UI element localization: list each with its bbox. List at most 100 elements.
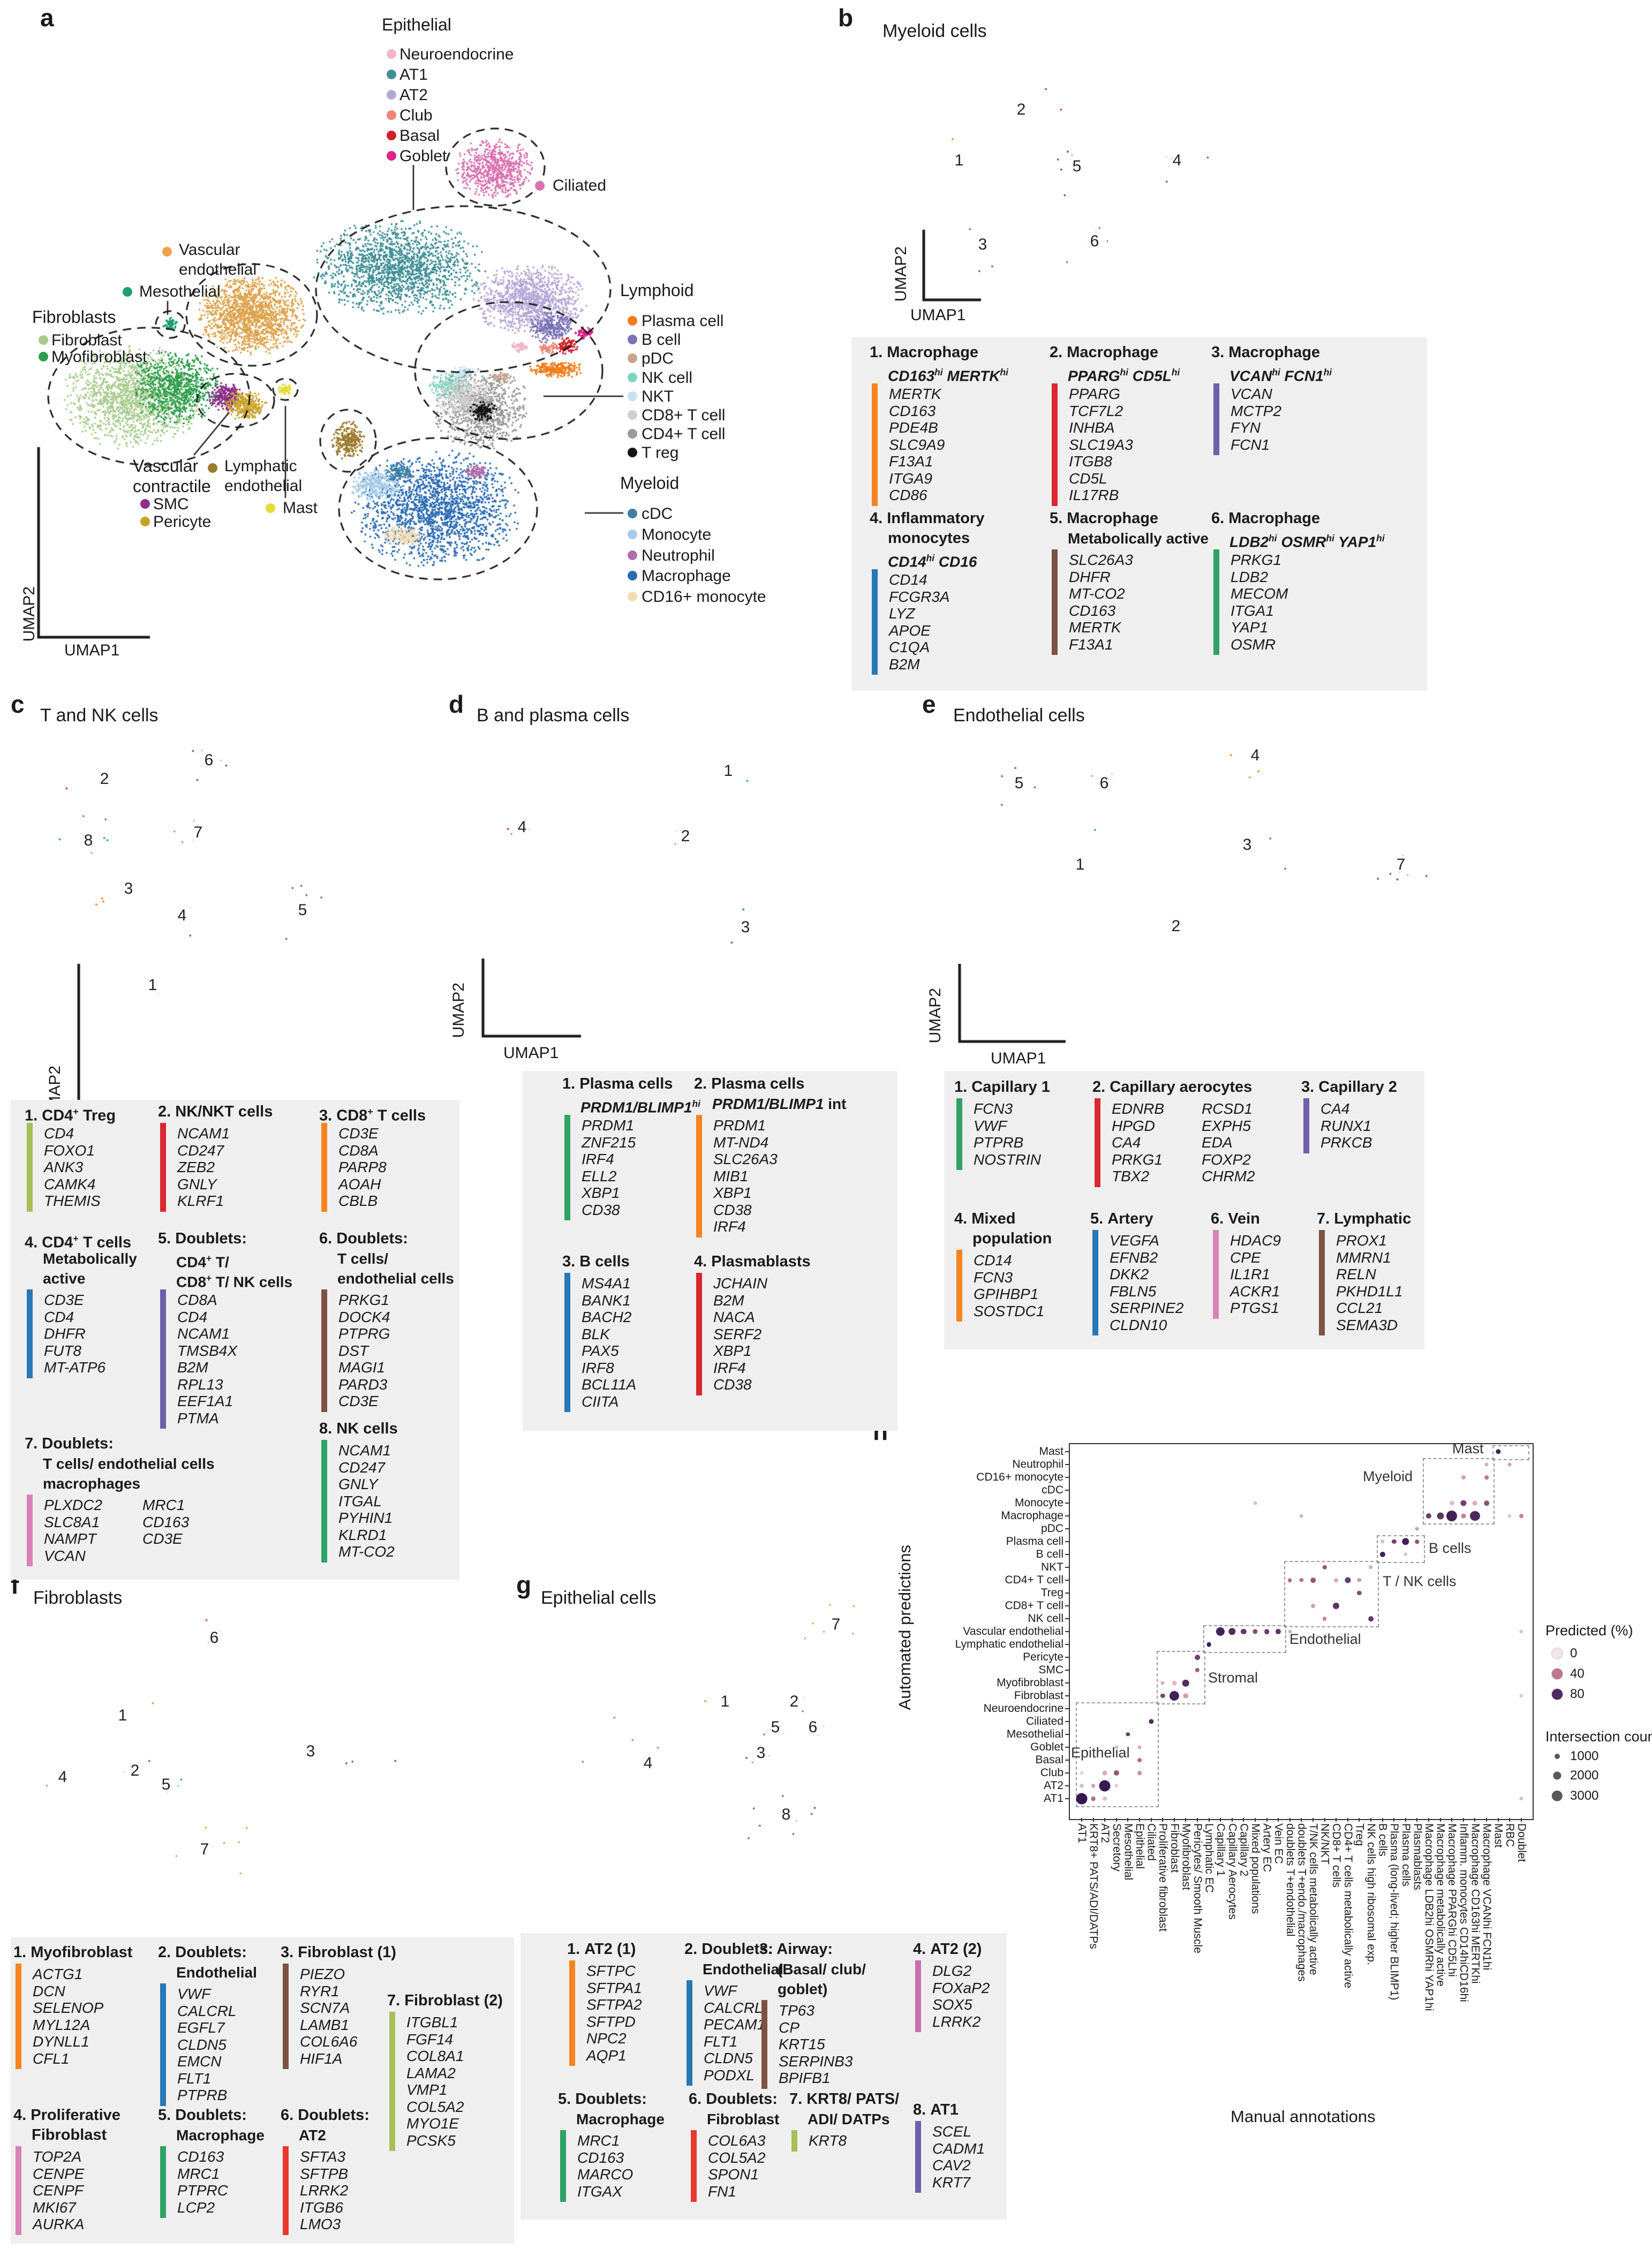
prediction-dot — [1169, 1690, 1179, 1701]
prediction-dot — [1160, 1693, 1165, 1699]
gene-name: PRKG1 — [338, 1292, 389, 1308]
text-segment: hi — [1326, 533, 1334, 544]
gene-name: KRT15 — [779, 2036, 825, 2052]
prediction-dot — [1392, 1539, 1397, 1544]
gene-name: CD38 — [713, 1201, 752, 1218]
gene-name: SFTPA2 — [586, 1996, 642, 2013]
gene-entry-number: 1. — [567, 1941, 580, 1958]
prediction-dot — [1322, 1617, 1327, 1621]
gene-name: SLC26A3 — [1069, 552, 1133, 568]
prediction-dot — [1172, 1680, 1177, 1686]
legend-color-dot — [628, 592, 637, 602]
gene-name: CD14 — [889, 571, 927, 588]
gene-name: DHFR — [1069, 568, 1111, 585]
gene-name: EGFL7 — [177, 2019, 225, 2036]
prediction-group-box — [1076, 1702, 1159, 1807]
gene-entry-number: 4. — [694, 1253, 707, 1270]
gene-name: LYZ — [889, 605, 915, 622]
cluster-badge: 4 — [1165, 148, 1189, 173]
gene-entry-header: 5. Macrophage — [1050, 509, 1158, 529]
prediction-dot — [1415, 1539, 1420, 1544]
gene-entry-number: 4. — [954, 1210, 968, 1227]
gene-name: PRKG1 — [1231, 552, 1281, 568]
text-segment: MERTK — [942, 367, 1000, 384]
gene-name: MARCO — [577, 2166, 633, 2183]
text-segment: CD8 — [336, 1107, 368, 1124]
prediction-dot — [1450, 1500, 1454, 1506]
gene-entry-subtitle: LDB2hi OSMRhi YAP1hi — [1229, 529, 1385, 552]
x-tick — [1115, 1818, 1117, 1822]
gene-name: IRF4 — [713, 1359, 746, 1376]
prediction-dot — [1206, 1642, 1211, 1647]
text-segment: VCAN — [1229, 367, 1272, 384]
prediction-dot — [1126, 1732, 1130, 1737]
gene-entry-header-line: population — [972, 1229, 1052, 1249]
umap2-axis-label: UMAP2 — [20, 586, 38, 642]
gene-name: CLDN5 — [704, 2050, 753, 2066]
automated-prediction-row-label: cDC — [1042, 1484, 1063, 1496]
gene-name: PYHIN1 — [338, 1510, 393, 1526]
prediction-dot — [1137, 1758, 1142, 1762]
gene-name: EEF1A1 — [177, 1393, 233, 1409]
gene-name: CD8A — [338, 1142, 379, 1159]
gene-list-color-bar — [1303, 1098, 1309, 1153]
gene-name: CA4 — [1112, 1134, 1141, 1151]
x-tick — [1405, 1818, 1406, 1822]
automated-prediction-row-label: Neutrophil — [1012, 1458, 1063, 1470]
text-segment: (Basal/ club/ — [778, 1961, 866, 1978]
text-line: Proliferative — [31, 2107, 120, 2124]
text-line: Plasmablasts — [711, 1253, 811, 1270]
legend-item-label: NKT — [642, 387, 674, 405]
prediction-dot — [1114, 1784, 1119, 1788]
text-line: Artery — [1107, 1210, 1153, 1227]
text-line: Macrophage — [1228, 510, 1321, 527]
legend-color-dot — [628, 509, 637, 518]
gene-name: HIF1A — [300, 2050, 343, 2067]
y-tick — [1065, 1490, 1069, 1491]
prediction-dot — [1470, 1511, 1480, 1521]
legend-group-title: Fibroblasts — [32, 307, 116, 327]
legend-group-title: Vascular — [133, 456, 199, 476]
gene-name: EFNB2 — [1110, 1249, 1158, 1266]
gene-entry-number: 1. — [870, 344, 883, 361]
gene-name: RUNX1 — [1321, 1117, 1371, 1134]
automated-prediction-row-label: Pericyte — [1023, 1651, 1063, 1663]
gene-entry-number: 6. — [281, 2107, 294, 2124]
cluster-label-dot — [535, 181, 545, 191]
gene-name: MYO1E — [406, 2115, 459, 2132]
gene-entry-header: 8. AT1 — [913, 2100, 959, 2120]
gene-name: BACH2 — [582, 1309, 632, 1325]
gene-name: FBLN5 — [1110, 1282, 1157, 1300]
legend-color-dot — [387, 131, 396, 140]
panel-title-b: Myeloid cells — [882, 21, 987, 41]
gene-name: FLT1 — [704, 2033, 738, 2050]
x-tick — [1336, 1818, 1337, 1822]
gene-entry-header: 2. Doublets: — [158, 1943, 247, 1963]
gene-entry-header: 1. Plasma cells — [562, 1074, 673, 1094]
x-axis-title: Manual annotations — [1231, 2107, 1376, 2126]
x-tick — [1451, 1818, 1453, 1822]
counts-legend-value: 2000 — [1570, 1768, 1599, 1783]
cluster-badge: 5 — [1007, 771, 1031, 796]
gene-list-color-bar — [1213, 549, 1219, 655]
text-line: Fibroblast — [32, 2126, 107, 2144]
gene-name: CIITA — [582, 1393, 619, 1410]
gene-name: THEMIS — [44, 1193, 101, 1209]
prediction-group-box — [1423, 1458, 1495, 1525]
gene-name: ZEB2 — [177, 1159, 215, 1175]
text-segment: hi — [1376, 533, 1385, 544]
prediction-dot — [1114, 1745, 1119, 1749]
gene-name: MT-ND4 — [713, 1134, 769, 1151]
gene-entry-header: 7. Doublets: — [25, 1434, 114, 1454]
gene-name: MIB1 — [713, 1167, 749, 1184]
gene-name: IL1R1 — [1230, 1266, 1270, 1282]
prediction-dot — [1379, 1551, 1385, 1558]
automated-prediction-row-label: Treg — [1040, 1587, 1063, 1599]
manual-annotation-column-label: Macrophage PPARGhi CD5Lhi — [1446, 1823, 1459, 1977]
manual-annotation-column-label: Mixed populations — [1249, 1823, 1262, 1914]
x-tick — [1428, 1818, 1429, 1822]
manual-annotation-column-label: Treg — [1353, 1823, 1366, 1846]
gene-entry-number: 6. — [1211, 1210, 1224, 1227]
text-segment: + — [206, 1273, 212, 1284]
gene-name: FGF14 — [406, 2031, 454, 2048]
